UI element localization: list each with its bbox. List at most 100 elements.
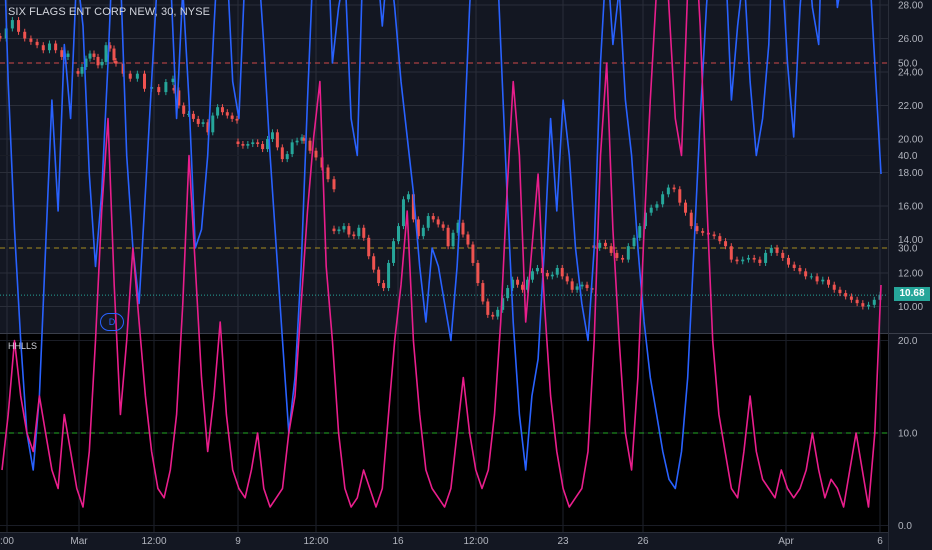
indicator-title: HHLLS bbox=[8, 341, 38, 351]
candle-body bbox=[406, 194, 410, 200]
candle-body bbox=[182, 105, 186, 114]
indicator-lines bbox=[1, 0, 882, 508]
candle-body bbox=[80, 66, 84, 74]
x-tick-label: 12:00 bbox=[463, 536, 488, 547]
candle-body bbox=[302, 138, 306, 141]
x-tick-label: 12:00 bbox=[141, 536, 166, 547]
indicator-line-blue bbox=[4, 0, 882, 490]
candle-body bbox=[230, 115, 234, 119]
x-tick-label: 9 bbox=[235, 536, 241, 547]
candle-body bbox=[526, 279, 529, 290]
candle-body bbox=[128, 73, 132, 79]
candle-body bbox=[92, 53, 96, 57]
candle-body bbox=[570, 281, 574, 290]
candle-body bbox=[735, 259, 739, 262]
candle-body bbox=[621, 257, 625, 260]
y-tick-label: 20.00 bbox=[898, 135, 923, 146]
candle-body bbox=[397, 226, 400, 242]
candle-body bbox=[211, 115, 215, 133]
candle-body bbox=[337, 229, 341, 232]
candle-body bbox=[849, 296, 853, 300]
candle-body bbox=[545, 273, 549, 277]
candle-body bbox=[821, 279, 825, 282]
candle-body bbox=[295, 140, 299, 143]
ind-tick-label: 20.0 bbox=[898, 336, 918, 347]
candle-body bbox=[367, 237, 371, 257]
y-tick-label: 16.00 bbox=[898, 202, 923, 213]
candle-body bbox=[615, 252, 619, 258]
candle-body bbox=[661, 194, 665, 205]
candle-body bbox=[718, 236, 722, 242]
candle-body bbox=[216, 107, 220, 116]
x-tick-label: 6 bbox=[877, 536, 883, 547]
candle-body bbox=[392, 241, 396, 263]
candle-body bbox=[342, 226, 346, 230]
candle-body bbox=[172, 87, 176, 91]
candle-body bbox=[220, 107, 224, 113]
candle-body bbox=[261, 144, 265, 150]
candle-body bbox=[838, 289, 842, 294]
candle-body bbox=[387, 262, 391, 289]
chart-title: SIX FLAGS ENT CORP NEW, 30, NYSE bbox=[8, 6, 211, 18]
candle-body bbox=[421, 227, 425, 237]
y-tick-label: 22.00 bbox=[898, 101, 923, 112]
candle-body bbox=[100, 61, 104, 66]
ind-tick-label: 30.0 bbox=[898, 244, 918, 255]
candle-body bbox=[177, 90, 181, 106]
candle-body bbox=[775, 247, 779, 253]
y-tick-label: 18.00 bbox=[898, 168, 923, 179]
candle-body bbox=[23, 31, 27, 39]
candle-body bbox=[535, 267, 539, 272]
y-tick-label: 26.00 bbox=[898, 34, 923, 45]
candle-body bbox=[598, 242, 602, 248]
candle-body bbox=[649, 207, 653, 213]
candle-body bbox=[191, 113, 195, 119]
candle-body bbox=[382, 283, 386, 289]
ind-tick-label: 10.0 bbox=[898, 429, 918, 440]
candle-body bbox=[187, 113, 191, 115]
candle-body bbox=[872, 299, 876, 305]
ind-tick-label: 40.0 bbox=[898, 151, 918, 162]
candle-body bbox=[54, 43, 58, 51]
ind-tick-label: 0.0 bbox=[898, 521, 912, 532]
candle-body bbox=[638, 226, 642, 238]
x-tick-label: :00 bbox=[0, 536, 14, 547]
candle-body bbox=[270, 132, 274, 139]
candle-body bbox=[798, 267, 802, 272]
candle-body bbox=[684, 202, 688, 213]
dividend-marker[interactable]: D bbox=[100, 313, 124, 331]
candle-body bbox=[786, 257, 790, 265]
candle-body bbox=[724, 241, 728, 247]
candle-body bbox=[456, 222, 460, 233]
candle-body bbox=[84, 58, 88, 67]
indicator-line-magenta bbox=[1, 0, 882, 508]
candle-body bbox=[280, 147, 284, 160]
candle-body bbox=[689, 212, 693, 227]
candle-body bbox=[357, 227, 361, 237]
y-tick-label: 14.00 bbox=[898, 235, 923, 246]
candle-body bbox=[347, 226, 351, 235]
y-tick-label: 10.00 bbox=[898, 302, 923, 313]
candle-body bbox=[17, 20, 21, 32]
candle-body bbox=[729, 246, 733, 260]
candle-body bbox=[352, 234, 356, 237]
candle-body bbox=[861, 303, 865, 307]
ind-tick-label: 50.0 bbox=[898, 59, 918, 70]
candle-body bbox=[47, 43, 51, 51]
candle-body bbox=[530, 271, 534, 280]
candle-body bbox=[781, 252, 785, 258]
candle-body bbox=[491, 314, 495, 317]
candle-body bbox=[362, 227, 366, 238]
x-tick-label: 16 bbox=[392, 536, 404, 547]
candle-body bbox=[844, 293, 848, 297]
candle-body bbox=[603, 242, 607, 247]
candle-body bbox=[10, 20, 14, 29]
candle-body bbox=[60, 50, 64, 57]
candle-body bbox=[441, 224, 445, 228]
candle-body bbox=[511, 279, 515, 289]
candle-body bbox=[308, 140, 312, 151]
candle-body bbox=[764, 252, 768, 263]
candlestick-series bbox=[0, 17, 882, 320]
